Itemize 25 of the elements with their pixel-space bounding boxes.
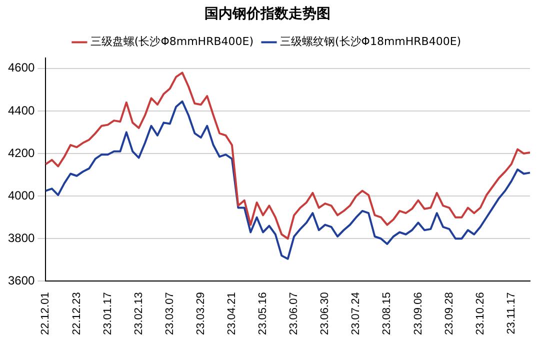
y-tick-label: 4200 <box>8 146 36 160</box>
x-tick-label: 23.06.07 <box>288 292 300 336</box>
x-tick-label: 23.06.30 <box>319 292 332 336</box>
y-tick-label: 3800 <box>8 230 36 245</box>
y-tick-label: 4000 <box>8 188 36 202</box>
x-tick-label: 23.07.24 <box>350 292 362 336</box>
x-tick-label: 23.03.29 <box>194 292 207 336</box>
x-tick-label: 23.09.28 <box>443 292 456 336</box>
y-tick-label: 4400 <box>8 103 36 118</box>
x-tick-label: 23.09.06 <box>412 292 424 336</box>
legend-label: 三级螺纹钢(长沙Φ18mmHRB400E) <box>280 35 462 48</box>
x-tick-label: 23.03.07 <box>164 292 176 336</box>
x-tick-label: 22.12.23 <box>70 292 83 336</box>
x-tick-label: 22.12.01 <box>40 292 52 336</box>
x-tick-label: 23.02.13 <box>132 292 145 336</box>
x-tick-label: 23.08.15 <box>381 292 394 336</box>
x-tick-label: 23.04.21 <box>226 292 238 336</box>
x-tick-label: 23.11.17 <box>505 292 518 334</box>
y-tick-label: 3600 <box>8 273 36 288</box>
chart-title: 国内钢价指数走势图 <box>204 6 330 22</box>
y-tick-label: 4600 <box>8 60 36 75</box>
x-tick-label: 23.01.17 <box>102 292 114 336</box>
x-tick-label: 23.10.26 <box>474 292 486 336</box>
x-tick-label: 23.05.16 <box>257 292 270 336</box>
legend-label: 三级盘螺(长沙Φ8mmHRB400E) <box>90 35 254 48</box>
